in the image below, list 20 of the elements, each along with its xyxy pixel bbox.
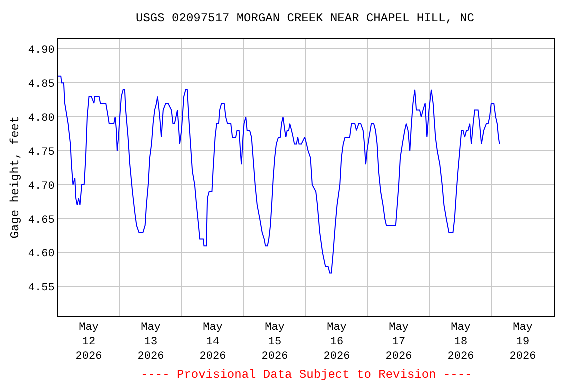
x-tick-label: May 18 2026	[448, 322, 474, 363]
y-tick-label: 4.55	[28, 282, 55, 295]
y-tick-label: 4.60	[28, 248, 55, 261]
y-tick-label: 4.70	[28, 180, 55, 193]
x-tick-label: May 17 2026	[386, 322, 412, 363]
y-tick-label: 4.75	[28, 146, 55, 159]
x-tick-label: May 12 2026	[76, 322, 102, 363]
chart-title: USGS 02097517 MORGAN CREEK NEAR CHAPEL HILL, NC	[136, 11, 475, 26]
y-tick-label: 4.80	[28, 112, 55, 125]
y-tick-label: 4.90	[28, 45, 55, 58]
x-tick-label: May 14 2026	[200, 322, 226, 363]
y-tick-label: 4.85	[28, 78, 55, 91]
y-axis-title: Gage height, feet	[8, 116, 23, 239]
x-tick-label: May 19 2026	[510, 322, 536, 363]
x-tick-label: May 13 2026	[138, 322, 164, 363]
text: ---- Provisional Data Subject to Revision ----	[141, 368, 472, 382]
y-tick-label: 4.65	[28, 214, 55, 227]
line-series	[58, 76, 500, 274]
x-tick-label: May 16 2026	[324, 322, 350, 363]
x-tick-label: May 15 2026	[262, 322, 288, 363]
